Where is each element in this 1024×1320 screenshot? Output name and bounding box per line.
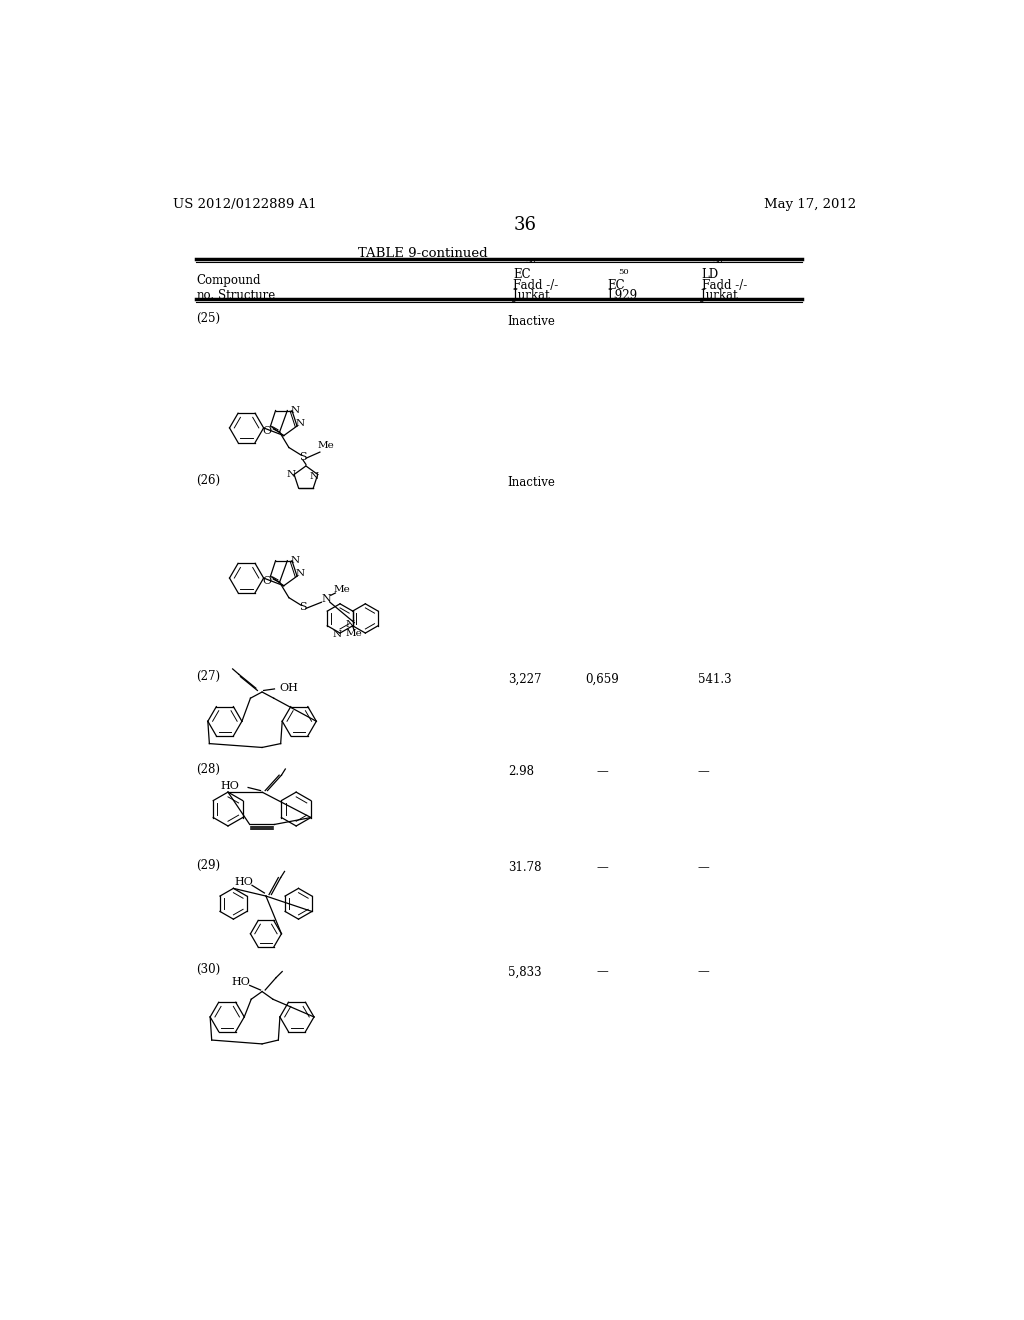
Text: Me: Me	[333, 586, 350, 594]
Text: no.: no.	[197, 289, 214, 301]
Text: 0,659: 0,659	[586, 673, 620, 686]
Text: Inactive: Inactive	[508, 477, 556, 490]
Text: N: N	[291, 407, 300, 414]
Text: 36: 36	[513, 216, 537, 234]
Text: HO: HO	[231, 977, 250, 987]
Text: (27): (27)	[197, 671, 220, 684]
Text: N: N	[296, 569, 305, 578]
Text: US 2012/0122889 A1: US 2012/0122889 A1	[173, 198, 316, 211]
Text: O: O	[262, 425, 271, 436]
Text: 541.3: 541.3	[697, 673, 731, 686]
Text: N: N	[309, 471, 318, 480]
Text: Me: Me	[346, 628, 362, 638]
Text: 50: 50	[618, 268, 629, 276]
Text: (26): (26)	[197, 474, 220, 487]
Text: 50: 50	[524, 257, 536, 265]
Text: Compound: Compound	[197, 275, 261, 286]
Text: —: —	[697, 766, 710, 779]
Text: —: —	[596, 862, 608, 874]
Text: 50: 50	[713, 257, 723, 265]
Text: (29): (29)	[197, 859, 220, 873]
Text: Fadd -/-: Fadd -/-	[701, 279, 746, 292]
Text: Me: Me	[317, 441, 335, 450]
Text: (28): (28)	[197, 763, 220, 776]
Text: 31.78: 31.78	[508, 862, 542, 874]
Text: EC: EC	[513, 268, 530, 281]
Text: HO: HO	[220, 781, 239, 791]
Text: S: S	[299, 602, 306, 612]
Text: S: S	[299, 451, 306, 462]
Text: N: N	[322, 594, 331, 605]
Text: N: N	[291, 556, 300, 565]
Text: TABLE 9-continued: TABLE 9-continued	[357, 247, 487, 260]
Text: —: —	[697, 965, 710, 978]
Text: N: N	[345, 619, 354, 628]
Text: 2.98: 2.98	[508, 766, 534, 779]
Text: Inactive: Inactive	[508, 314, 556, 327]
Text: OH: OH	[280, 684, 298, 693]
Text: LD: LD	[701, 268, 719, 281]
Text: EC: EC	[607, 279, 625, 292]
Text: N: N	[333, 630, 341, 639]
Text: —: —	[596, 766, 608, 779]
Text: HO: HO	[234, 878, 254, 887]
Text: 3,227: 3,227	[508, 673, 542, 686]
Text: (30): (30)	[197, 964, 220, 975]
Text: Fadd -/-: Fadd -/-	[513, 279, 558, 292]
Text: 5,833: 5,833	[508, 965, 542, 978]
Text: L929: L929	[607, 289, 637, 301]
Text: N: N	[287, 470, 296, 479]
Text: O: O	[262, 576, 271, 586]
Text: (25): (25)	[197, 313, 220, 326]
Text: —: —	[596, 965, 608, 978]
Text: Jurkat: Jurkat	[513, 289, 550, 301]
Text: Structure: Structure	[218, 289, 275, 301]
Text: —: —	[697, 862, 710, 874]
Text: N: N	[296, 420, 305, 428]
Text: Jurkat: Jurkat	[701, 289, 738, 301]
Text: May 17, 2012: May 17, 2012	[764, 198, 856, 211]
